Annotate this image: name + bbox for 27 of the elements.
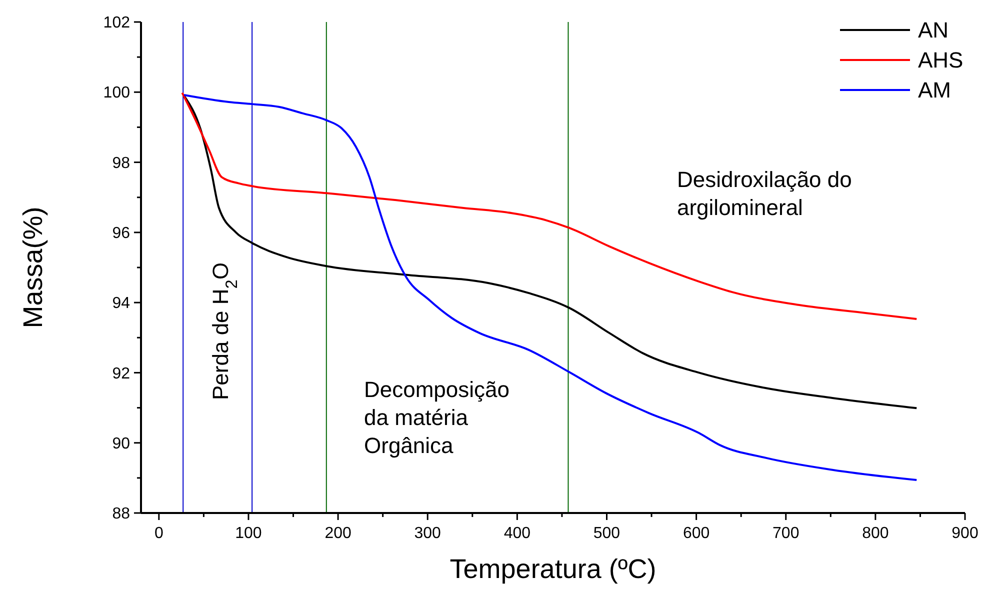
x-tick-label: 300 [414, 525, 442, 542]
y-tick-label: 102 [103, 14, 130, 32]
y-tick-label: 88 [112, 506, 130, 523]
x-axis-title: Temperatura (ºC) [450, 554, 656, 584]
line-series [182, 94, 918, 482]
y-tick-label: 92 [112, 365, 130, 382]
annotation: Decomposição da matéria Orgânica [364, 377, 510, 458]
x-tick-label: 200 [324, 525, 352, 542]
x-tick-label: 0 [154, 525, 164, 542]
line-series [182, 94, 918, 410]
y-axis-title: Massa(%) [18, 206, 48, 328]
y-tick-label: 94 [112, 295, 130, 312]
legend-label: AHS [918, 48, 964, 73]
y-tick-label: 96 [112, 225, 130, 242]
x-tick-label: 600 [682, 525, 710, 542]
x-tick-label: 500 [593, 525, 620, 542]
annotation: Desidroxilação do argilomineral [677, 167, 852, 220]
y-tick-label: 100 [103, 84, 130, 102]
x-tick-label: 800 [862, 525, 889, 542]
legend-label: AM [918, 78, 951, 103]
x-tick-label: 400 [504, 525, 531, 542]
legend-label: AN [918, 18, 949, 43]
x-tick-label: 900 [952, 525, 978, 542]
x-tick-label: 700 [772, 525, 800, 542]
y-tick-label: 90 [112, 435, 130, 452]
x-tick-label: 100 [235, 525, 262, 542]
y-tick-label: 98 [112, 154, 130, 172]
